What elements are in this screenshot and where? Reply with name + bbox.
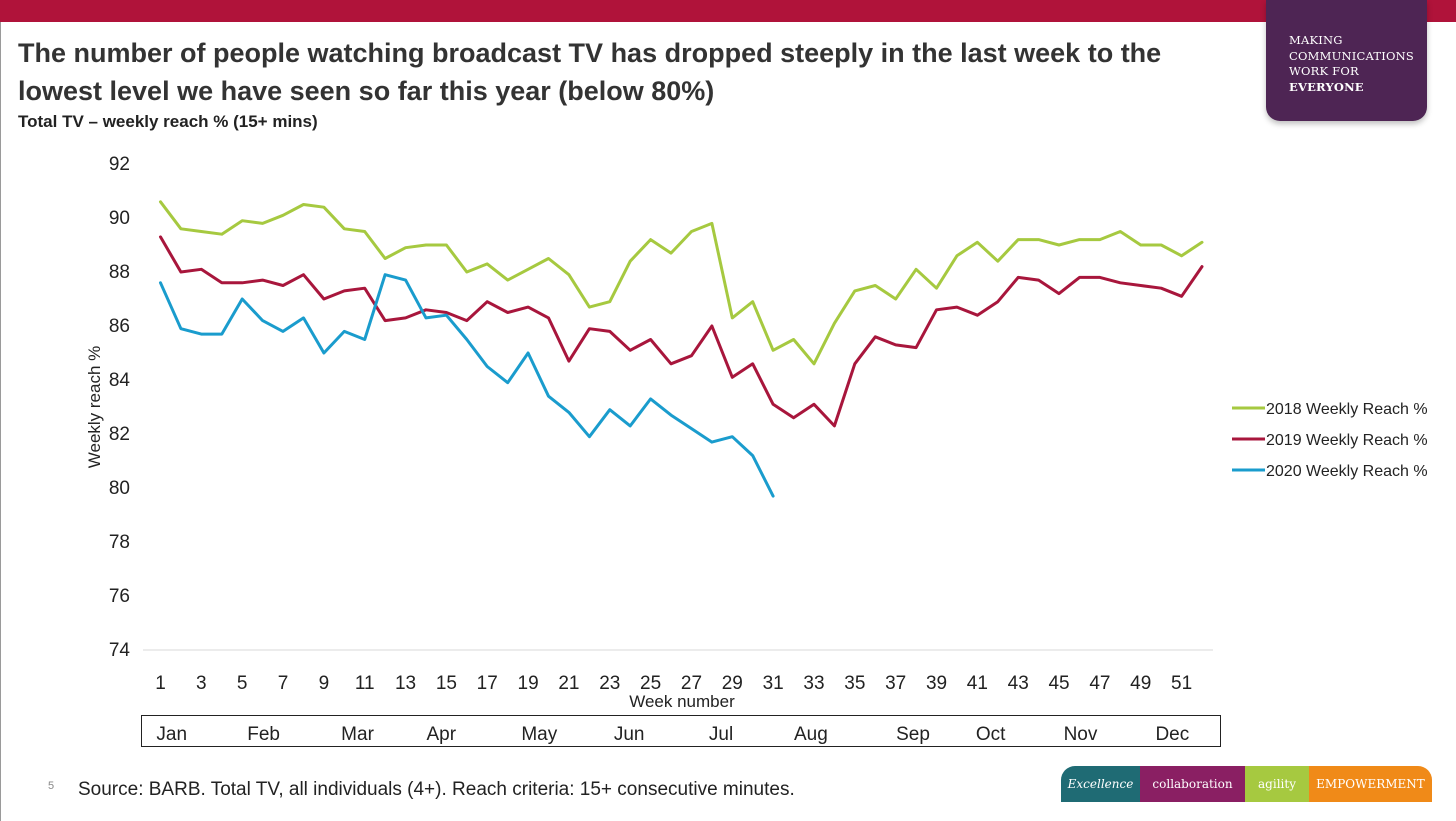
month-label: Aug (793, 724, 828, 745)
logo-line-1: MAKING (1289, 33, 1343, 47)
x-axis-ticks: 1 3 5 7 9 11 13 15 17 19 21 23 25 27 29 31 33 35 37 39 41 43 4… (155, 673, 1192, 694)
x-tick-label: 39 (926, 673, 947, 694)
slide-left-border (0, 22, 1, 821)
month-label: Sep (896, 724, 930, 745)
chart-subtitle: Total TV – weekly reach % (15+ mins) (18, 112, 318, 131)
x-tick-label: 51 (1171, 673, 1192, 694)
month-label: Jul (708, 724, 734, 745)
top-accent-bar (0, 0, 1456, 22)
logo-line-3: WORK FOR (1289, 64, 1359, 78)
legend-label: 2020 Weekly Reach % (1266, 463, 1428, 480)
logo-line-4: EVERYONE (1289, 79, 1364, 94)
series-line-3 (159, 273, 775, 498)
y-axis-ticks: 74 76 78 80 82 84 86 88 90 92 (109, 154, 131, 661)
x-tick-label: 29 (722, 673, 743, 694)
legend-label: 2019 Weekly Reach % (1266, 432, 1428, 449)
x-tick-label: 5 (237, 673, 248, 694)
x-tick-label: 9 (319, 673, 330, 694)
month-label: May (521, 724, 558, 745)
y-tick-label: 88 (109, 262, 130, 283)
value-excellence: Excellence (1061, 766, 1140, 802)
x-tick-label: 19 (518, 673, 539, 694)
page-number: 5 (48, 780, 55, 792)
y-tick-label: 78 (109, 532, 130, 553)
y-tick-label: 86 (109, 316, 130, 337)
value-agility: agility (1245, 766, 1309, 802)
month-label: Apr (426, 724, 457, 745)
company-logo: MAKING COMMUNICATIONS WORK FOR EVERYONE (1266, 0, 1427, 121)
x-tick-label: 35 (844, 673, 865, 694)
company-values-bar: Excellence collaboration agility EMPOWER… (1061, 766, 1432, 802)
y-tick-label: 74 (109, 640, 131, 661)
month-label: Jun (613, 724, 645, 745)
x-tick-label: 45 (1048, 673, 1069, 694)
y-tick-label: 82 (109, 424, 130, 445)
y-tick-label: 76 (109, 586, 130, 607)
x-tick-label: 1 (155, 673, 166, 694)
x-tick-label: 11 (355, 673, 375, 694)
x-tick-label: 25 (640, 673, 661, 694)
legend-label: 2018 Weekly Reach % (1266, 401, 1428, 418)
x-tick-label: 37 (885, 673, 906, 694)
source-note: Source: BARB. Total TV, all individuals … (78, 779, 795, 800)
x-tick-label: 43 (1008, 673, 1029, 694)
x-tick-label: 31 (763, 673, 784, 694)
x-tick-label: 49 (1130, 673, 1151, 694)
month-label: Mar (341, 724, 374, 745)
y-axis-title: Weekly reach % (85, 346, 104, 469)
x-tick-label: 13 (395, 673, 416, 694)
x-tick-label: 17 (477, 673, 498, 694)
x-tick-label: 27 (681, 673, 702, 694)
month-label: Nov (1063, 724, 1098, 745)
x-tick-label: 23 (599, 673, 620, 694)
page-title: The number of people watching broadcast … (18, 38, 1162, 106)
x-tick-label: 21 (558, 673, 579, 694)
x-tick-label: 7 (278, 673, 289, 694)
y-tick-label: 84 (109, 370, 131, 391)
chart-legend: 2018 Weekly Reach % 2019 Weekly Reach % 20… (1232, 401, 1428, 480)
x-tick-label: 41 (967, 673, 988, 694)
month-axis-box: Jan Feb Mar Apr May Jun Jul Aug Sep Oct Nov Dec (141, 715, 1221, 747)
series-lines (159, 200, 1204, 498)
logo-line-2: COMMUNICATIONS (1289, 48, 1414, 63)
x-tick-label: 15 (436, 673, 457, 694)
value-empowerment: EMPOWERMENT (1309, 766, 1432, 802)
month-label: Oct (975, 724, 1006, 745)
x-tick-label: 3 (196, 673, 207, 694)
y-tick-label: 80 (109, 478, 130, 499)
series-line-2 (159, 235, 1204, 428)
x-tick-label: 33 (803, 673, 824, 694)
y-tick-label: 92 (109, 154, 130, 175)
value-collaboration: collaboration (1140, 766, 1245, 802)
month-label: Feb (247, 724, 280, 745)
x-axis-title: Week number (629, 692, 735, 711)
month-label: Jan (156, 724, 188, 745)
y-tick-label: 90 (109, 208, 130, 229)
x-tick-label: 47 (1089, 673, 1110, 694)
series-line-1 (159, 200, 1204, 366)
month-label: Dec (1155, 724, 1190, 745)
